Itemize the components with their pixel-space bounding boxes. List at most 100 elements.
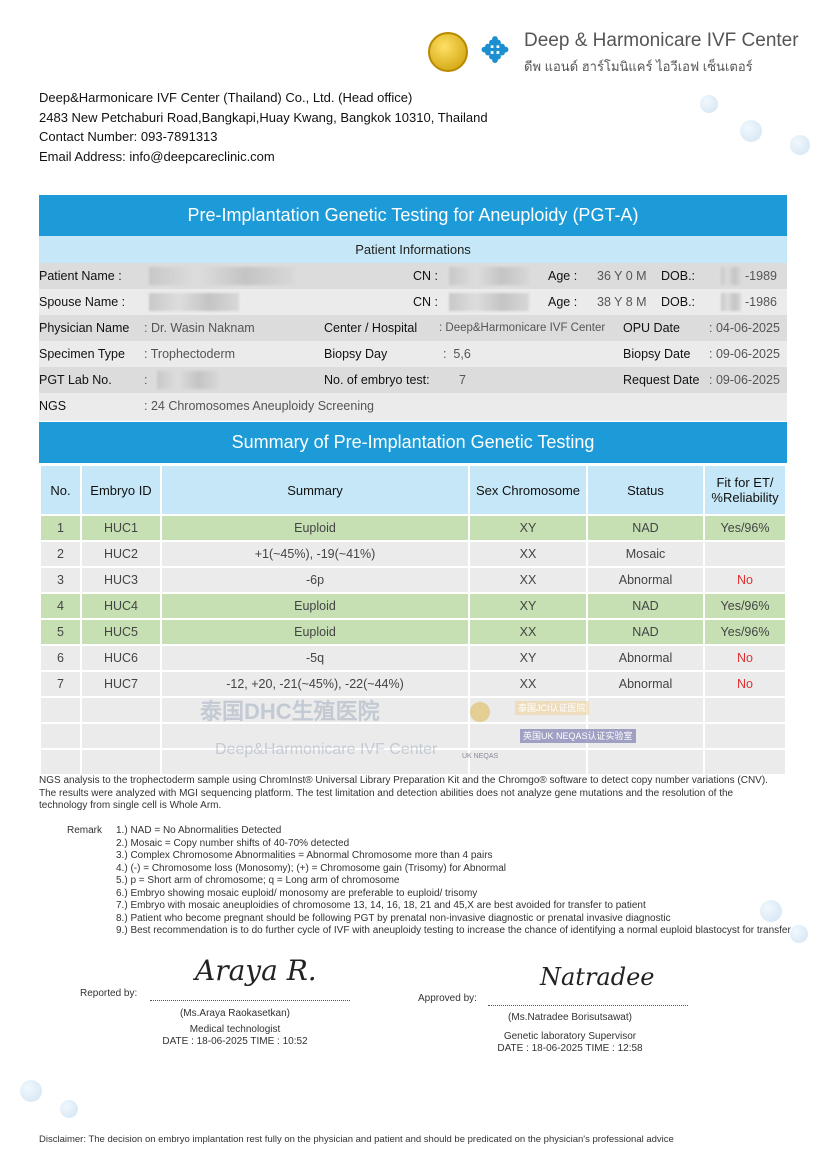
cell-status: Abnormal <box>586 670 705 698</box>
remark-item: 3.) Complex Chromosome Abnormalities = A… <box>116 850 493 861</box>
label: Age : <box>548 295 578 309</box>
reporter-block: (Ms.Araya Raokasetkan) Medical technolog… <box>150 1008 320 1049</box>
biopsy-day: 5,6 <box>453 347 471 361</box>
remark-item: 2.) Mosaic = Copy number shifts of 40-70… <box>116 837 350 849</box>
table-row: 6 HUC6 -5q XY Abnormal No <box>39 644 787 672</box>
dna-decoration <box>790 925 808 943</box>
reporter-role: Medical technologist <box>189 1023 281 1035</box>
cell-summary: Euploid <box>160 592 470 620</box>
label: DOB.: <box>661 269 696 283</box>
empty-cell <box>80 696 162 724</box>
cell-id: HUC1 <box>80 514 162 542</box>
redacted-dob <box>721 267 741 285</box>
jci-watermark: 泰国JCI认证医院 <box>515 701 589 715</box>
column-header: Status <box>586 464 705 516</box>
accreditation-seal-icon <box>428 32 468 72</box>
empty-cell <box>39 748 82 776</box>
label: Request Date <box>623 373 700 387</box>
approver-signature: Natradee <box>540 963 655 991</box>
reliability-label: %Reliability <box>711 490 779 505</box>
cell-summary: +1(~45%), -19(~41%) <box>160 540 470 568</box>
cell-fit <box>703 540 787 568</box>
remark-item: 7.) Embryo with mosaic aneuploidies of c… <box>116 900 646 911</box>
cell-id: HUC6 <box>80 644 162 672</box>
dna-decoration <box>700 95 718 113</box>
patient-row: Patient Name : CN : Age : 36 Y 0 M DOB.:… <box>39 263 787 289</box>
cell-status: NAD <box>586 592 705 620</box>
approver-role: Genetic laboratory Supervisor <box>503 1030 637 1042</box>
signature-line <box>488 1005 688 1006</box>
approver-date: DATE : 18-06-2025 TIME : 12:58 <box>497 1043 643 1054</box>
contact-number: Contact Number: 093-7891313 <box>39 129 218 144</box>
reporter-signature: Araya R. <box>195 954 317 987</box>
cell-sex: XY <box>468 514 588 542</box>
approved-by-label: Approved by: <box>418 993 477 1004</box>
empty-cell <box>586 748 705 776</box>
empty-cell <box>468 748 588 776</box>
remarks: Remark 1.) NAD = No Abnormalities Detect… <box>67 825 791 936</box>
cell-sex: XX <box>468 670 588 698</box>
ngs-value: 24 Chromosomes Aneuploidy Screening <box>150 399 374 413</box>
empty-row <box>39 696 787 724</box>
cell-fit: No <box>703 670 787 698</box>
column-header: Embryo ID <box>80 464 162 516</box>
ngs-row: NGS : 24 Chromosomes Aneuploidy Screenin… <box>39 393 787 421</box>
cell-no: 5 <box>39 618 82 646</box>
logo-name-thai: ดีพ แอนด์ ฮาร์โมนิแคร์ ไอวีเอฟ เซ็นเตอร์ <box>524 59 753 74</box>
cell-sex: XX <box>468 566 588 594</box>
redacted-lab-no <box>157 371 219 389</box>
remark-item: 4.) (-) = Chromosome loss (Monosomy); (+… <box>116 862 507 874</box>
label: Center / Hospital <box>324 321 418 335</box>
cell-sex: XX <box>468 540 588 568</box>
patient-info-heading: Patient Informations <box>39 236 787 263</box>
empty-cell <box>39 722 82 750</box>
cell-no: 4 <box>39 592 82 620</box>
label: Age : <box>548 269 578 283</box>
dna-decoration <box>760 900 782 922</box>
cell-id: HUC5 <box>80 618 162 646</box>
cell-status: NAD <box>586 514 705 542</box>
empty-cell <box>160 748 470 776</box>
remark-item: 6.) Embryo showing mosaic euploid/ monos… <box>116 887 478 899</box>
label: Biopsy Day <box>324 347 388 361</box>
spouse-row: Spouse Name : CN : Age : 38 Y 8 M DOB.: … <box>39 289 787 315</box>
redacted-dob <box>721 293 741 311</box>
cell-no: 7 <box>39 670 82 698</box>
cell-sex: XY <box>468 592 588 620</box>
report-title: Pre-Implantation Genetic Testing for Ane… <box>39 195 787 236</box>
empty-row <box>39 748 787 776</box>
cell-sex: XY <box>468 644 588 672</box>
empty-cell <box>80 722 162 750</box>
cell-summary: -5q <box>160 644 470 672</box>
watermark: 泰国DHC生殖医院 <box>200 699 380 724</box>
dna-decoration <box>790 135 810 155</box>
address-line: Deep&Harmonicare IVF Center (Thailand) C… <box>39 90 413 105</box>
cell-fit: No <box>703 644 787 672</box>
empty-cell <box>80 748 162 776</box>
reporter-name: (Ms.Araya Raokasetkan) <box>179 1008 291 1019</box>
cell-status: Abnormal <box>586 566 705 594</box>
cell-fit: Yes/96% <box>703 514 787 542</box>
label: PGT Lab No. <box>39 373 112 387</box>
signature-line <box>150 1000 350 1001</box>
patient-dob: -1989 <box>745 269 777 283</box>
redacted-name <box>149 293 239 311</box>
cell-id: HUC3 <box>80 566 162 594</box>
cell-id: HUC7 <box>80 670 162 698</box>
table-row: 7 HUC7 -12, +20, -21(~45%), -22(~44%) XX Abn… <box>39 670 787 698</box>
cell-summary: Euploid <box>160 514 470 542</box>
spouse-dob: -1986 <box>745 295 777 309</box>
redacted-name <box>149 267 294 285</box>
cell-status: NAD <box>586 618 705 646</box>
cell-no: 3 <box>39 566 82 594</box>
redacted-cn <box>449 267 529 285</box>
label: CN : <box>413 269 438 283</box>
label: NGS <box>39 399 67 413</box>
dna-decoration <box>20 1080 42 1102</box>
table-row: 5 HUC5 Euploid XX NAD Yes/96% <box>39 618 787 646</box>
reporter-date: DATE : 18-06-2025 TIME : 10:52 <box>162 1036 308 1047</box>
label: Spouse Name : <box>39 295 126 309</box>
dna-decoration <box>740 120 762 142</box>
cell-fit: No <box>703 566 787 594</box>
redacted-cn <box>449 293 529 311</box>
